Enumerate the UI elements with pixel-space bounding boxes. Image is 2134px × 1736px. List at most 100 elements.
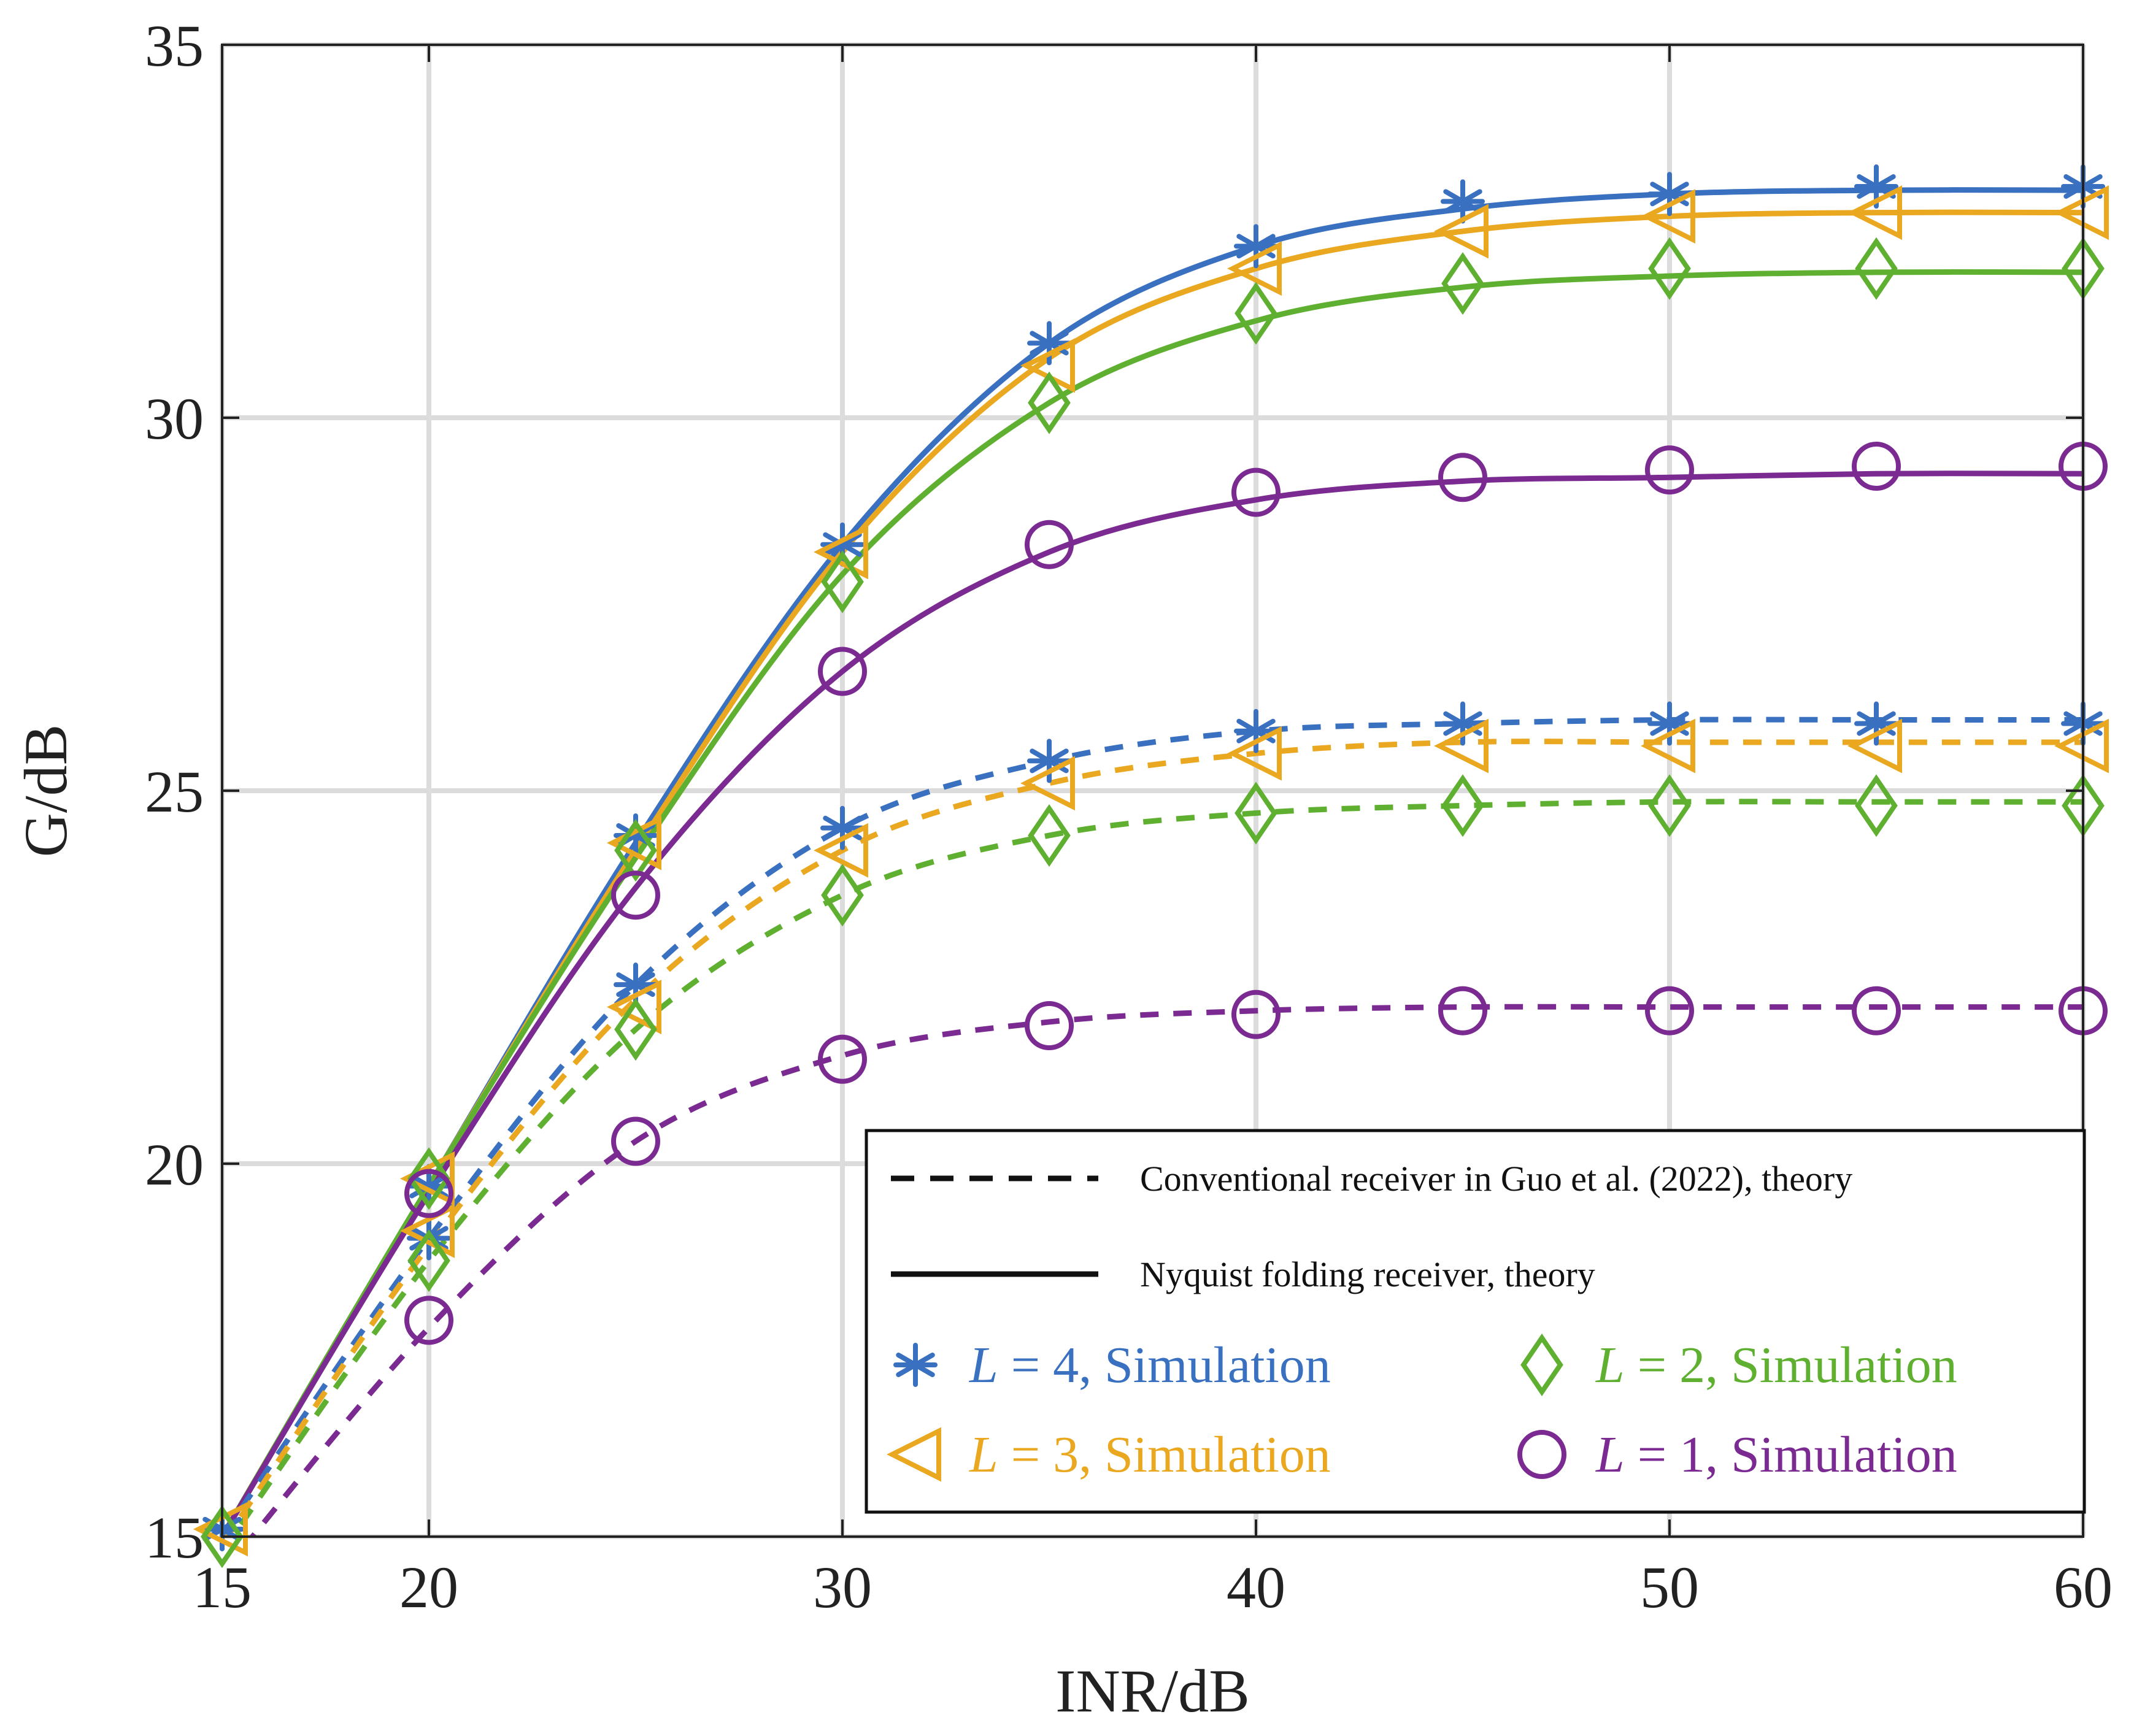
sim-point-conventional-L3 — [1434, 718, 1489, 774]
x-tick-label: 40 — [1227, 1554, 1285, 1620]
sim-point-nyquist-L1 — [818, 647, 867, 696]
legend-marker-L2 — [1520, 1333, 1563, 1397]
sim-point-conventional-L1 — [404, 1296, 453, 1345]
sim-point-nyquist-L2 — [614, 819, 657, 882]
sim-point-conventional-L4 — [1854, 701, 1898, 746]
sim-point-nyquist-L4 — [1441, 179, 1485, 224]
sim-point-nyquist-L1 — [1025, 520, 1074, 569]
sim-point-conventional-L4 — [407, 1216, 451, 1261]
sim-point-conventional-L1 — [818, 1034, 867, 1084]
sim-point-conventional-L2 — [1855, 774, 1898, 837]
sim-point-conventional-L4 — [1027, 739, 1071, 783]
y-axis-label: G/dB — [12, 724, 80, 858]
x-tick-label: 20 — [399, 1554, 458, 1620]
sim-point-nyquist-L2 — [1855, 237, 1898, 300]
legend-entry-label: L = 3, Simulation — [969, 1426, 1331, 1483]
sim-point-nyquist-L1 — [1645, 445, 1694, 495]
y-tick-label: 30 — [145, 386, 204, 451]
x-tick-label: 30 — [813, 1554, 872, 1620]
series-line-conventional-L4 — [222, 716, 2083, 1537]
legend-entry-variable: L — [1595, 1426, 1625, 1483]
legend-marker-L1 — [1517, 1430, 1566, 1479]
sim-point-nyquist-L4 — [1027, 321, 1071, 366]
sim-point-conventional-L1 — [1645, 986, 1694, 1035]
sim-point-conventional-L3 — [400, 1203, 455, 1258]
y-tick-label: 15 — [145, 1505, 204, 1570]
sim-point-conventional-L3 — [814, 823, 868, 878]
legend-entry-text: = 1, Simulation — [1625, 1426, 1957, 1483]
series-line-nyquist-L1 — [222, 470, 2083, 1537]
sim-point-conventional-L1 — [1231, 989, 1281, 1039]
sim-point-nyquist-L3 — [1227, 241, 1282, 296]
sim-point-conventional-L1 — [1025, 1001, 1074, 1051]
sim-point-conventional-L2 — [821, 864, 864, 927]
sim-point-nyquist-L1 — [1438, 453, 1487, 502]
axis-ticks: 15 20 30 40 50 60 15 20 25 30 35 — [145, 13, 2113, 1620]
legend-marker-L4 — [893, 1343, 938, 1387]
sim-point-conventional-L2 — [1441, 774, 1484, 837]
series-line-nyquist-L2 — [222, 269, 2083, 1537]
x-tick-label: 50 — [1640, 1554, 1699, 1620]
legend-dashed-label: Conventional receiver in Guo et al. (202… — [1140, 1159, 1852, 1199]
sim-point-nyquist-L3 — [1847, 185, 1902, 240]
sim-point-nyquist-L1 — [611, 870, 660, 920]
sim-point-nyquist-L2 — [407, 1147, 450, 1210]
sim-point-conventional-L4 — [1441, 701, 1485, 746]
sim-point-conventional-L2 — [201, 1505, 244, 1569]
sim-point-conventional-L2 — [407, 1229, 450, 1292]
sim-point-nyquist-L4 — [1647, 172, 1692, 217]
series-line-conventional-L3 — [223, 739, 2083, 1537]
sim-point-conventional-L1 — [611, 1116, 660, 1166]
sim-point-nyquist-L2 — [1235, 282, 1277, 345]
sim-point-nyquist-L2 — [1028, 371, 1071, 434]
legend-marker-L3 — [887, 1427, 941, 1482]
sim-point-conventional-L3 — [1641, 718, 1695, 774]
legend: Conventional receiver in Guo et al. (202… — [865, 1129, 2086, 1514]
sim-point-conventional-L3 — [607, 980, 661, 1035]
legend-entry-variable: L — [969, 1337, 998, 1394]
y-tick-label: 35 — [145, 13, 204, 79]
legend-box — [865, 1129, 2086, 1514]
sim-point-conventional-L3 — [1227, 726, 1282, 781]
x-tick-label: 60 — [2054, 1554, 2113, 1620]
sim-point-conventional-L1 — [1852, 986, 1901, 1035]
sim-point-conventional-L3 — [1020, 756, 1075, 811]
sim-point-nyquist-L2 — [1648, 237, 1691, 300]
legend-entry-text: = 4, Simulation — [998, 1337, 1331, 1394]
sim-point-conventional-L2 — [1028, 804, 1071, 867]
sim-point-conventional-L4 — [1234, 709, 1278, 753]
series-line-conventional-L1 — [248, 1004, 2083, 1537]
legend-solid-label: Nyquist folding receiver, theory — [1140, 1254, 1595, 1294]
sim-point-nyquist-L1 — [1852, 442, 1901, 491]
legend-entry-variable: L — [969, 1426, 998, 1483]
x-axis-label: INR/dB — [1055, 1657, 1250, 1725]
sim-point-nyquist-L4 — [1234, 224, 1278, 269]
sim-point-nyquist-L3 — [1641, 189, 1695, 244]
sim-point-conventional-L2 — [614, 998, 657, 1061]
sim-point-nyquist-L2 — [1441, 252, 1484, 315]
sim-point-nyquist-L3 — [607, 815, 661, 870]
sim-point-nyquist-L3 — [400, 1151, 455, 1206]
sim-point-nyquist-L1 — [404, 1169, 453, 1218]
x-tick-label: 15 — [193, 1554, 252, 1620]
legend-entry-text: = 2, Simulation — [1625, 1337, 1957, 1394]
sim-point-conventional-L2 — [1235, 782, 1277, 845]
sim-point-conventional-L2 — [1648, 774, 1691, 837]
sim-point-conventional-L4 — [1647, 701, 1692, 746]
legend-entry-variable: L — [1595, 1337, 1625, 1394]
series-line-conventional-L2 — [229, 799, 2083, 1537]
sim-point-conventional-L4 — [820, 805, 865, 850]
simulation-markers — [193, 164, 2109, 1569]
sim-point-nyquist-L1 — [1231, 467, 1281, 517]
y-tick-label: 25 — [145, 759, 204, 824]
legend-entry-label: L = 2, Simulation — [1595, 1337, 1957, 1394]
legend-entry-label: L = 4, Simulation — [969, 1337, 1331, 1394]
legend-entry-label: L = 1, Simulation — [1595, 1426, 1957, 1483]
sim-point-nyquist-L3 — [1434, 204, 1489, 259]
sim-point-conventional-L3 — [1847, 718, 1902, 774]
sim-point-conventional-L1 — [1438, 986, 1487, 1035]
sim-point-nyquist-L2 — [821, 550, 864, 613]
sim-point-nyquist-L3 — [814, 524, 868, 580]
